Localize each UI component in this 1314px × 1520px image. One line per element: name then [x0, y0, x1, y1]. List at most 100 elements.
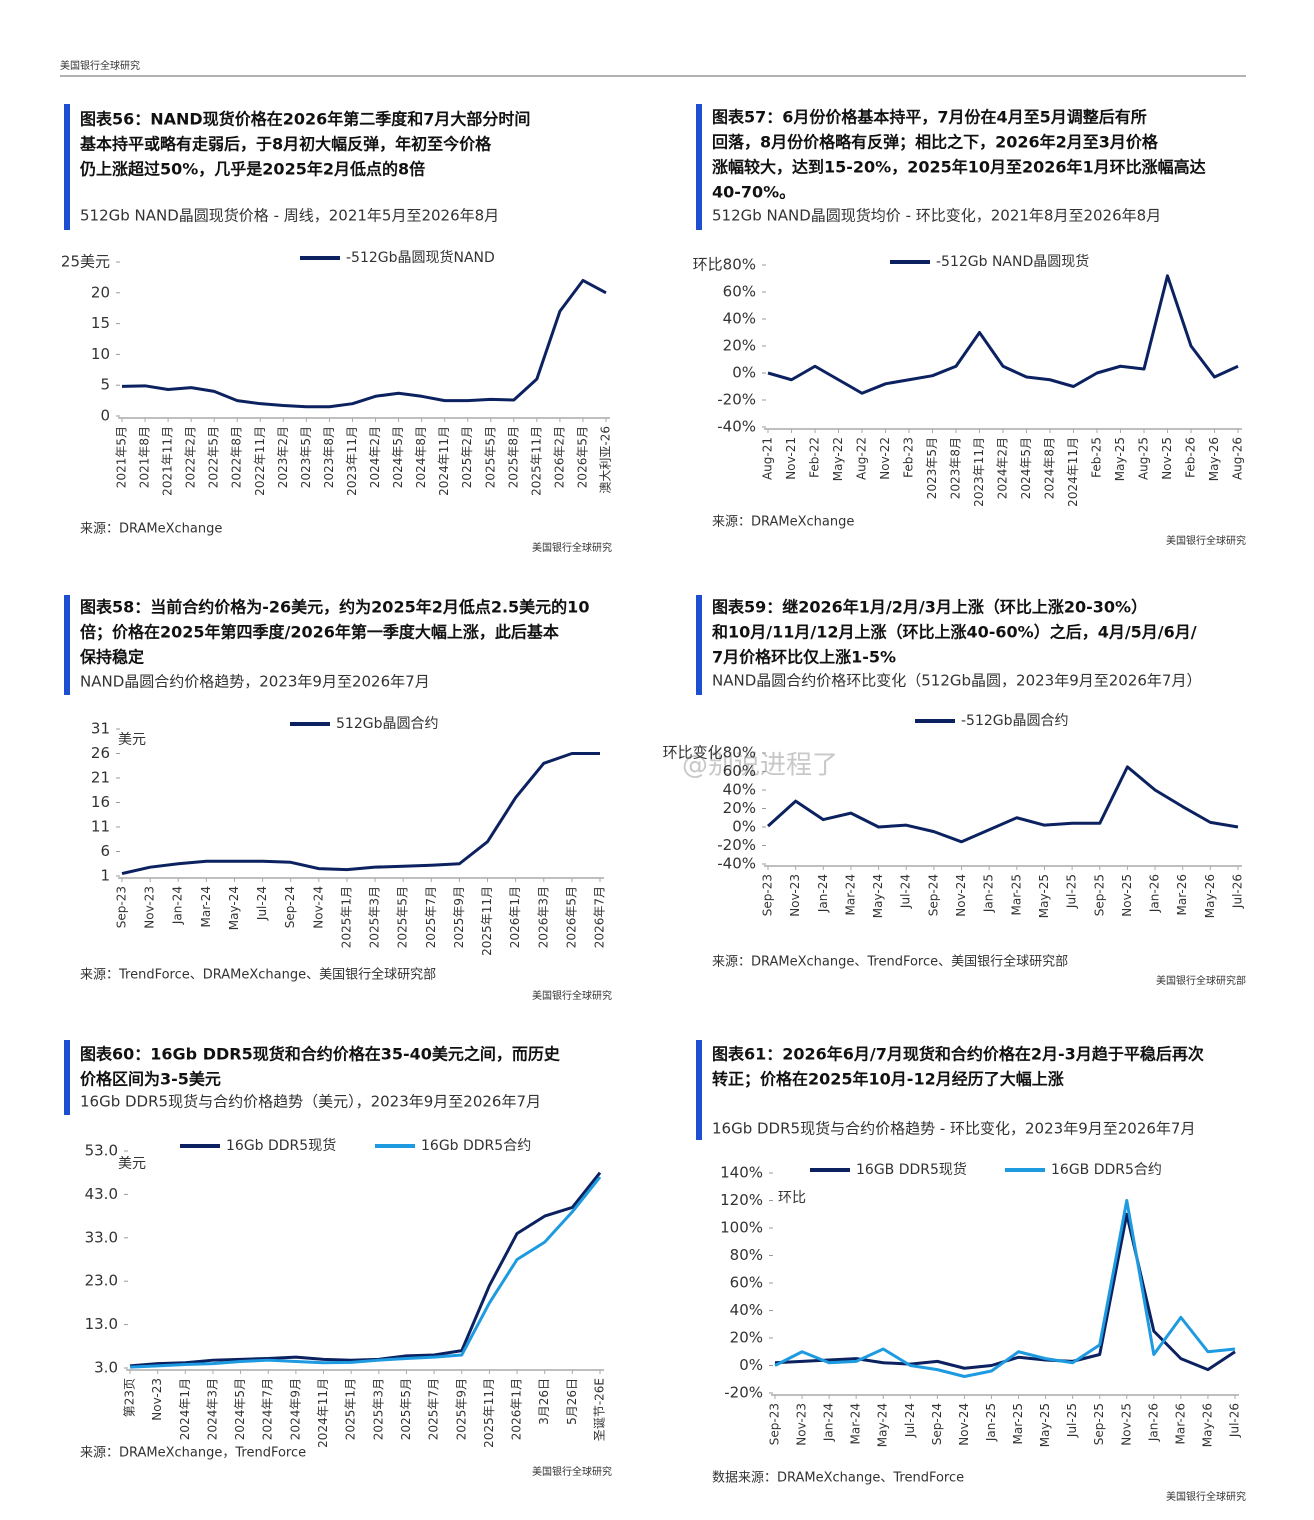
y-tick-label: 26: [91, 744, 110, 762]
y-tick-label: 20: [91, 283, 110, 301]
y-tick-label: 23.0: [85, 1272, 118, 1290]
x-tick-label: 2025年5月: [483, 426, 497, 488]
source: 来源：TrendForce、DRAMeXchange、美国银行全球研究部: [80, 967, 436, 983]
source: 来源：DRAMeXchange、TrendForce、美国银行全球研究部: [712, 954, 1068, 970]
x-tick-label: 2025年5月: [399, 1378, 413, 1440]
chart-title: 图表57：6月份价格基本持平，7月份在4月至5月调整后有所: [712, 108, 1147, 127]
line-series: [121, 752, 600, 876]
x-tick-label: 2023年11月: [345, 426, 359, 496]
y-tick-label: 6: [100, 842, 110, 860]
x-tick-label: 2024年8月: [414, 426, 428, 488]
x-tick-label: Feb-23: [902, 437, 916, 478]
x-tick-label: Jan-26: [1146, 1403, 1160, 1442]
x-tick-label: 2025年1月: [344, 1378, 358, 1440]
x-tick-label: Mar-24: [843, 874, 857, 915]
x-tick-label: 2024年9月: [288, 1378, 302, 1440]
x-tick-label: 2025年9月: [454, 1378, 468, 1440]
y-tick-label: 120%: [720, 1191, 763, 1209]
x-tick-label: 2023年2月: [276, 426, 290, 488]
source: 来源：DRAMeXchange，TrendForce: [80, 1446, 306, 1461]
title-bar: [696, 595, 702, 695]
y-tick-label: 40%: [723, 781, 756, 799]
x-tick-label: 3月26日: [537, 1378, 551, 1425]
y-tick-label: 16: [91, 793, 110, 811]
chart-title: 图表61：2026年6月/7月现货和合约价格在2月-3月趋于平稳后再次: [712, 1045, 1204, 1064]
y-tick-label: 0%: [739, 1356, 763, 1374]
x-tick-label: 2022年2月: [184, 426, 198, 488]
x-tick-label: Feb-22: [808, 437, 822, 478]
line-series: [766, 765, 1239, 844]
x-tick-label: 2024年7月: [261, 1378, 275, 1440]
unit-label: 美元: [118, 732, 146, 748]
y-tick-label: 100%: [720, 1219, 763, 1237]
title-bar: [64, 1040, 70, 1115]
title-bar: [696, 104, 702, 230]
x-tick-label: Mar-25: [1009, 874, 1023, 915]
line-series: [129, 1176, 602, 1369]
x-tick-label: May-24: [227, 886, 241, 930]
chart-title: 40-70%。: [712, 183, 795, 202]
chart-title: 图表59：继2026年1月/2月/3月上涨（环比上涨20-30%）: [712, 598, 1147, 617]
y-tick-label: 20%: [723, 337, 756, 355]
watermark: @别说进程了: [682, 751, 838, 781]
y-tick-label: 3.0: [94, 1359, 118, 1377]
x-tick-label: 2025年11月: [482, 1378, 496, 1448]
chart-subtitle: 16Gb DDR5现货与合约价格趋势 - 环比变化，2023年9月至2026年7…: [712, 1120, 1195, 1138]
x-tick-label: Nov-25: [1160, 437, 1174, 480]
x-tick-label: 2025年8月: [506, 426, 520, 488]
unit-label: 美元: [118, 1156, 146, 1172]
x-tick-label: 2025年11月: [480, 886, 494, 956]
x-tick-label: Jan-24: [822, 1403, 836, 1442]
brand: 美国银行全球研究部: [1156, 974, 1246, 987]
chart-title: 仍上涨超过50%，几乎是2025年2月低点的8倍: [79, 160, 425, 179]
y-tick-label: 环比变化80%: [663, 744, 756, 762]
x-tick-label: 2026年7月: [593, 886, 607, 948]
x-tick-label: 2023年5月: [925, 437, 939, 499]
y-tick-label: 40%: [730, 1301, 763, 1319]
x-tick-label: Aug-26: [1231, 437, 1245, 480]
x-tick-label: 2025年7月: [424, 886, 438, 948]
x-tick-label: 2024年1月: [178, 1378, 192, 1440]
y-tick-label: 140%: [720, 1164, 763, 1182]
x-tick-label: 2022年11月: [253, 426, 267, 496]
y-tick-label: 15: [91, 314, 110, 332]
y-tick-label: 10: [91, 345, 110, 363]
legend-label: -512Gb晶圆合约: [961, 713, 1069, 729]
x-tick-label: May-25: [1037, 874, 1051, 918]
y-tick-label: 31: [91, 720, 110, 738]
y-tick-label: 60%: [723, 762, 756, 780]
x-tick-label: May-26: [1207, 437, 1221, 481]
x-tick-label: Sep-25: [1092, 874, 1106, 916]
y-tick-label: -20%: [724, 1384, 763, 1402]
x-tick-label: Jul-24: [255, 886, 269, 921]
title-bar: [64, 595, 70, 695]
x-tick-label: 5月26日: [565, 1378, 579, 1425]
y-tick-label: -40%: [717, 855, 756, 873]
x-tick-label: 2023年8月: [949, 437, 963, 499]
x-tick-label: Nov-24: [311, 886, 325, 929]
page-header: 美国银行全球研究: [60, 59, 140, 72]
x-tick-label: 2023年11月: [972, 437, 986, 507]
legend-label: -512Gb晶圆现货NAND: [346, 249, 495, 266]
chart-title: 7月价格环比仅上涨1-5%: [712, 648, 896, 667]
chart-title: 基本持平或略有走弱后，于8月初大幅反弹，年初至今价格: [79, 135, 492, 154]
chart-subtitle: 512Gb NAND晶圆现货价格 - 周线，2021年5月至2026年8月: [80, 207, 499, 225]
x-tick-label: 2025年3月: [371, 1378, 385, 1440]
x-tick-label: 2021年8月: [138, 426, 152, 488]
x-tick-label: Sep-23: [115, 886, 129, 928]
y-tick-label: 43.0: [85, 1185, 118, 1203]
x-tick-label: 2024年11月: [1066, 437, 1080, 507]
x-tick-label: Nov-23: [150, 1378, 164, 1421]
x-tick-label: Jul-26: [1231, 874, 1245, 909]
chart-title: 转正；价格在2025年10月-12月经历了大幅上涨: [712, 1070, 1064, 1089]
x-tick-label: Jan-26: [1148, 874, 1162, 913]
x-tick-label: Feb-26: [1184, 437, 1198, 478]
x-tick-label: May-22: [831, 437, 845, 481]
x-tick-label: May-25: [1038, 1403, 1052, 1447]
x-tick-label: 2025年11月: [529, 426, 543, 496]
y-tick-label: 0%: [732, 818, 756, 836]
x-tick-label: Mar-26: [1173, 1403, 1187, 1444]
x-tick-label: 2026年2月: [552, 426, 566, 488]
x-tick-label: 2024年2月: [368, 426, 382, 488]
y-tick-label: 53.0: [85, 1142, 118, 1160]
